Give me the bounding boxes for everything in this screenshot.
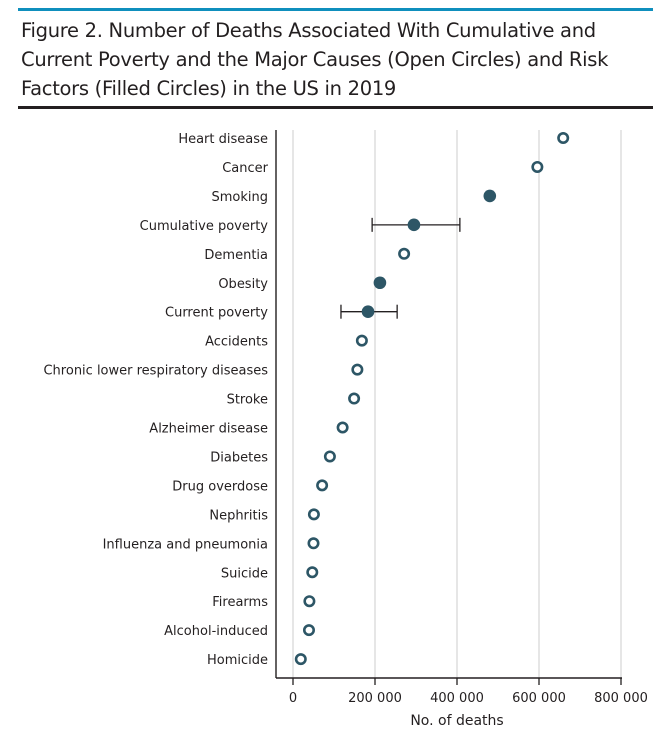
cause-point [307,537,320,550]
cause-point [323,450,336,463]
gridlines [292,130,622,678]
cause-point [398,247,411,260]
category-label: Diabetes [210,450,268,465]
cause-point [531,160,544,173]
category-label: Alzheimer disease [149,422,268,437]
cause-point [351,363,364,376]
error-bars [340,217,461,319]
category-label: Suicide [221,566,268,581]
category-label: Cancer [222,161,268,176]
category-label: Heart disease [178,132,268,147]
cause-point [355,334,368,347]
y-axis-category-labels: Heart disease Cancer Smoking Cumulative pov… [43,132,268,668]
cause-point [302,624,315,637]
x-axis-title: No. of deaths [410,713,503,729]
category-label: Stroke [227,393,268,408]
cause-point [557,132,570,145]
cause-point [303,595,316,608]
category-label: Homicide [207,653,268,668]
category-label: Dementia [204,248,268,263]
data-points [294,132,570,666]
category-label: Nephritis [209,508,268,523]
category-label: Obesity [218,277,268,292]
figure-title: Figure 2. Number of Deaths Associated Wi… [21,19,609,100]
risk-factor-point [373,276,387,290]
category-label: Influenza and pneumonia [103,537,268,552]
x-tick-label: 800 000 [594,691,648,706]
x-tick-label: 0 [289,691,297,706]
risk-factor-point [407,218,421,232]
category-label: Alcohol-induced [164,624,268,639]
category-label: Chronic lower respiratory diseases [43,364,268,379]
title-accent-rule [18,8,653,11]
x-tick-label: 600 000 [512,691,566,706]
cause-point [348,392,361,405]
category-label: Smoking [211,190,268,205]
category-label: Cumulative poverty [140,219,269,234]
axes [275,130,622,679]
cause-point [307,508,320,521]
x-axis-ticks: 0 200 000 400 000 600 000 800 000 [289,678,648,706]
category-label: Firearms [212,595,268,610]
cause-point [294,653,307,666]
x-tick-label: 200 000 [348,691,402,706]
cause-point [336,421,349,434]
title-bottom-rule [18,106,653,109]
risk-factor-point [361,305,375,319]
category-label: Drug overdose [172,479,268,494]
risk-factor-point [483,189,497,203]
cause-point [306,566,319,579]
cause-point [316,479,329,492]
category-label: Accidents [205,335,268,350]
x-tick-label: 400 000 [430,691,484,706]
category-label: Current poverty [165,306,268,321]
